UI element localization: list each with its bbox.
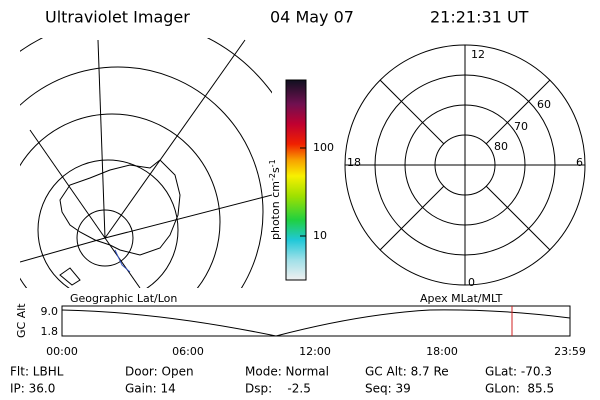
time: 21:21:31 UT — [430, 8, 529, 27]
lon-line — [104, 194, 272, 239]
colorbar-tick-label: 100 — [313, 141, 334, 154]
date: 04 May 07 — [270, 8, 354, 27]
lon-line — [104, 237, 141, 288]
status-field: GLat: -70.3 — [485, 365, 552, 379]
exponent: -1 — [268, 159, 277, 167]
x-ticks: 00:00 06:00 12:00 18:00 23:59 — [46, 345, 586, 358]
coastline — [59, 159, 181, 256]
x-tick-label: 23:59 — [554, 345, 586, 358]
x-tick-label: 12:00 — [299, 345, 331, 358]
colorbar-tick-label: 10 — [313, 229, 327, 242]
unit: photon cm — [269, 181, 282, 240]
mlt-line — [485, 185, 551, 251]
lat-label: 60 — [537, 98, 551, 111]
mlt-label: 6 — [576, 156, 583, 169]
coastline — [114, 249, 131, 273]
lat-circle — [76, 209, 134, 267]
colorbar-label: photon cm-2s-1 — [268, 159, 283, 240]
coastline — [59, 267, 81, 286]
x-tick-label: 18:00 — [426, 345, 458, 358]
mlt-line — [379, 185, 445, 251]
mlt-line — [485, 79, 551, 145]
polar-plot: 12 18 6 0 80 70 60 — [344, 44, 586, 289]
lon-line — [20, 237, 106, 263]
status-field: IP: 36.0 — [10, 382, 55, 396]
status-field: Door: Open — [125, 365, 194, 379]
status-field: Flt: LBHL — [10, 365, 64, 379]
mlt-label: 0 — [468, 276, 475, 289]
x-tick-label: 06:00 — [172, 345, 204, 358]
exponent: -2 — [268, 173, 277, 181]
mlt-label: 18 — [347, 156, 361, 169]
status-field: GLon: 85.5 — [485, 382, 554, 396]
timeline-label: Apex MLat/MLT — [420, 292, 503, 305]
colorbar — [285, 79, 307, 281]
status-field: Mode: Normal — [245, 365, 329, 379]
lat-circle — [37, 159, 179, 288]
lat-label: 80 — [494, 140, 508, 153]
unit: s — [269, 167, 282, 173]
timeline-label: Geographic Lat/Lon — [70, 292, 177, 305]
lat-circle — [20, 113, 221, 288]
lon-line — [29, 129, 106, 239]
lon-line — [97, 39, 106, 239]
timeline-box — [61, 305, 571, 337]
lat-circle — [20, 66, 264, 288]
footer: Flt: LBHL Door: Open Mode: Normal GC Alt: 8… — [10, 365, 554, 396]
title: Ultraviolet Imager — [45, 8, 190, 27]
y-tick-label: 1.8 — [41, 325, 59, 338]
lat-label: 70 — [514, 120, 528, 133]
mlt-label: 12 — [471, 48, 485, 61]
mlt-line — [379, 79, 445, 145]
status-field: Dsp: -2.5 — [245, 382, 311, 396]
status-field: Gain: 14 — [125, 382, 176, 396]
status-field: GC Alt: 8.7 Re — [365, 365, 449, 379]
y-tick-label: 9.0 — [41, 305, 59, 318]
lon-line — [104, 39, 246, 239]
status-field: Seq: 39 — [365, 382, 411, 396]
y-axis-label: GC Alt — [15, 303, 28, 338]
map — [20, 38, 272, 288]
x-tick-label: 00:00 — [46, 345, 78, 358]
altitude-curve — [61, 309, 571, 337]
